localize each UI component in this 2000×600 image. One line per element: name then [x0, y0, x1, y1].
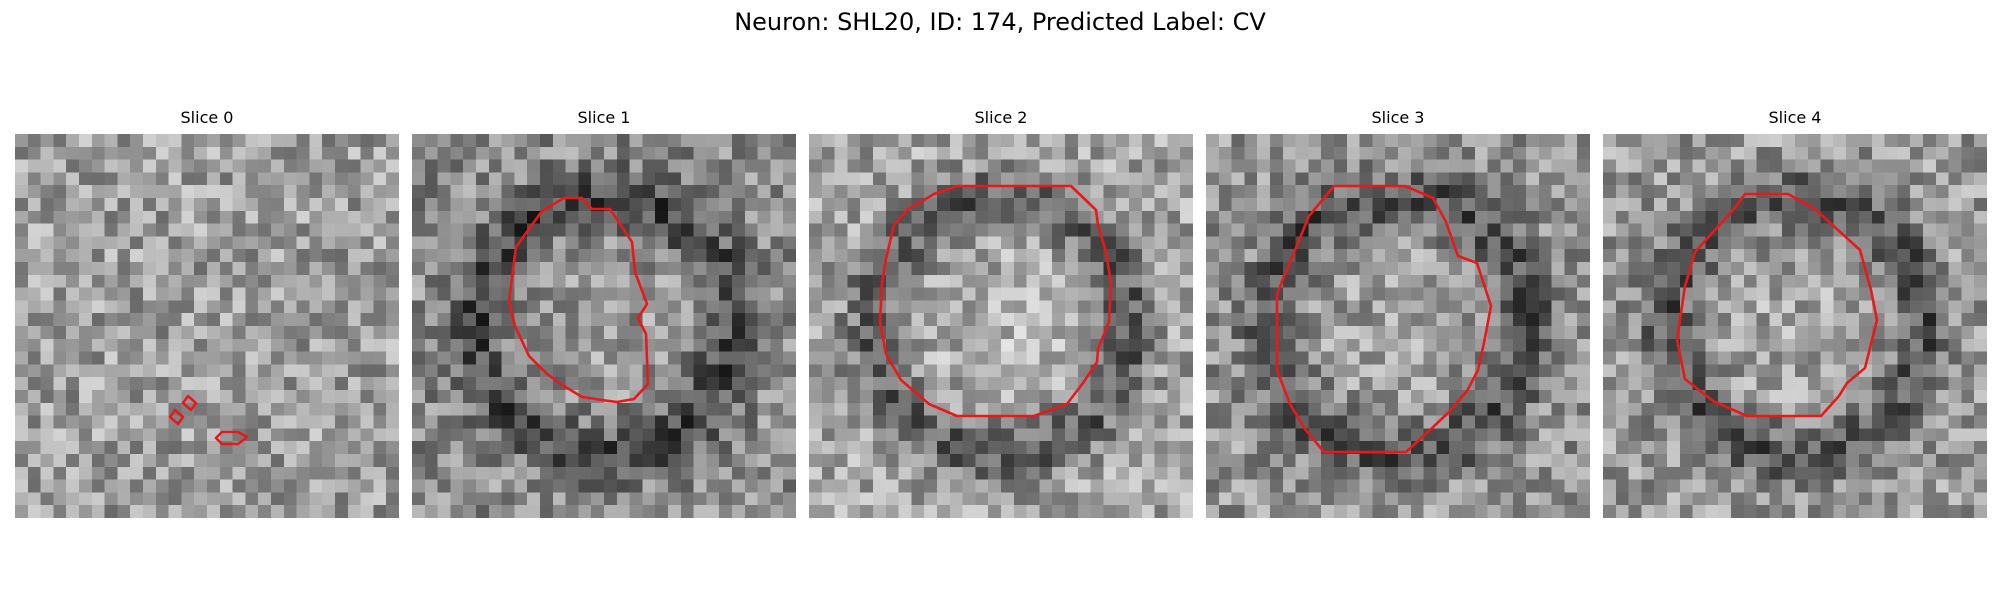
grayscale-patch — [15, 134, 399, 518]
slice-image — [15, 134, 399, 518]
grayscale-patch — [1206, 134, 1590, 518]
roi-contour-overlay — [1675, 192, 1879, 418]
slice-panel-1: Slice 1 — [412, 108, 796, 518]
slice-panel-0: Slice 0 — [15, 108, 399, 518]
grayscale-patch — [412, 134, 796, 518]
slice-title: Slice 1 — [577, 108, 631, 127]
roi-contour-0 — [1675, 192, 1879, 418]
roi-contour-1 — [181, 394, 198, 412]
roi-contour-overlay — [1275, 184, 1493, 454]
roi-contour-0 — [1275, 184, 1493, 454]
figure-title: Neuron: SHL20, ID: 174, Predicted Label:… — [734, 8, 1266, 36]
slice-image — [809, 134, 1193, 518]
roi-contour-overlay — [507, 196, 650, 404]
roi-contour-2 — [214, 430, 249, 446]
slice-panel-3: Slice 3 — [1206, 108, 1590, 518]
slice-image — [412, 134, 796, 518]
slice-title: Slice 2 — [974, 108, 1028, 127]
grayscale-patch — [809, 134, 1193, 518]
roi-contour-0 — [878, 184, 1113, 418]
roi-contour-overlay — [878, 184, 1113, 418]
slice-panel-2: Slice 2 — [809, 108, 1193, 518]
slice-panel-4: Slice 4 — [1603, 108, 1987, 518]
slice-title: Slice 4 — [1768, 108, 1822, 127]
slice-image — [1603, 134, 1987, 518]
slice-title: Slice 0 — [180, 108, 234, 127]
roi-contour-0 — [507, 196, 650, 404]
roi-contour-overlay — [168, 394, 249, 446]
slice-title: Slice 3 — [1371, 108, 1425, 127]
slice-image — [1206, 134, 1590, 518]
roi-contour-0 — [168, 408, 185, 426]
